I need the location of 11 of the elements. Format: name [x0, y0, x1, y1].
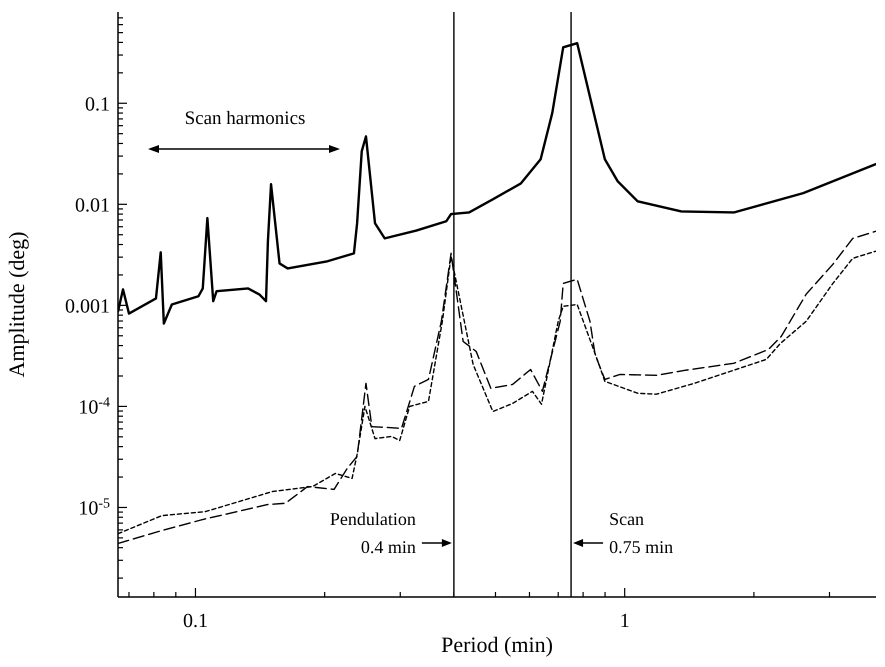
ref-line-label: Scan 0.75 min: [609, 509, 674, 557]
ref-line-label: Pendulation 0.4 min: [330, 509, 416, 557]
y-axis-title: Amplitude (deg): [4, 231, 29, 378]
y-tick-label: 0.001: [65, 295, 110, 318]
x-axis-title: Period (min): [441, 632, 553, 657]
y-tick-label: 10$^{-5}$: [78, 496, 110, 520]
y-tick-label: 10$^{-4}$: [78, 394, 110, 418]
y-tick-label: 0.1: [85, 93, 110, 116]
annotation: Scan harmonics: [184, 108, 306, 129]
x-tick-label: 1: [620, 610, 630, 632]
y-tick-label: 0.01: [75, 194, 110, 216]
